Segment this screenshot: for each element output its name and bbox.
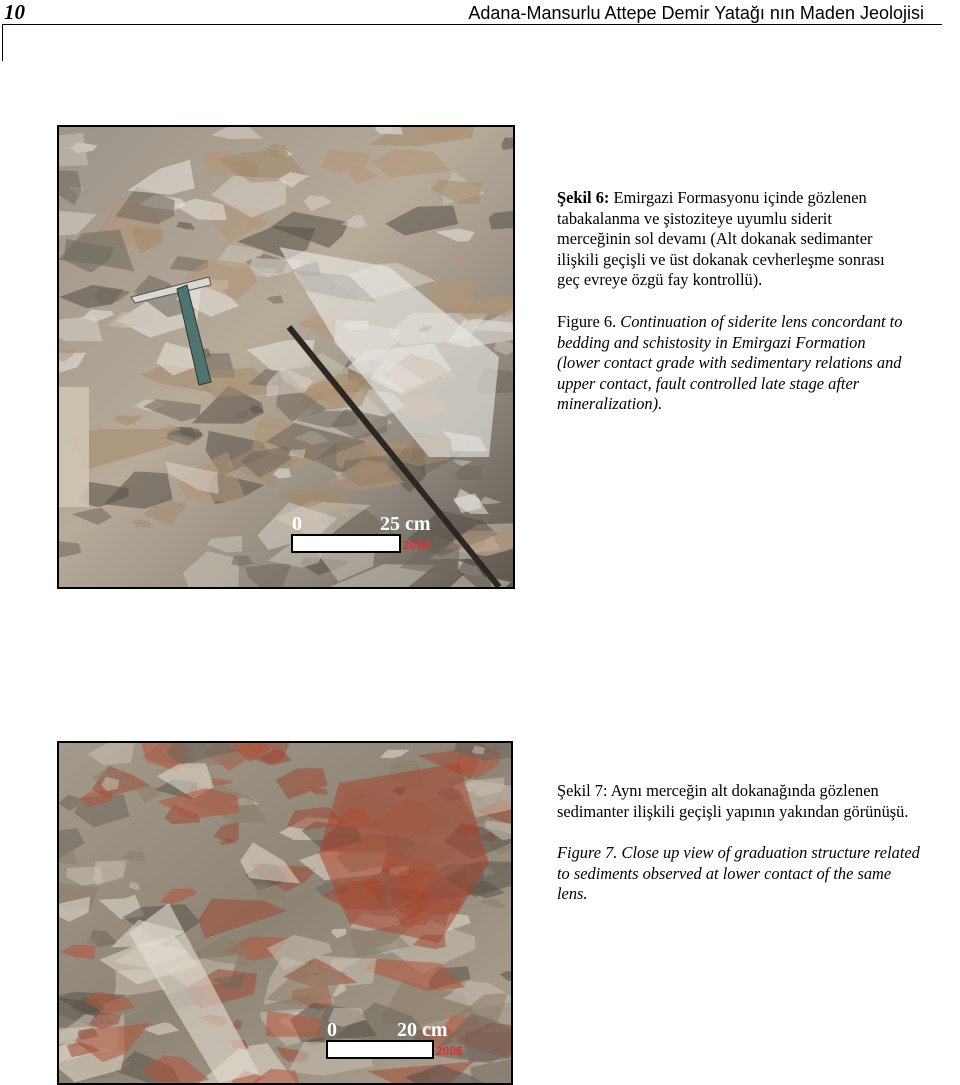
caption-line: geç evreye özgü fay kontrollü). xyxy=(557,270,960,291)
caption-text: merceğinin sol devamı (Alt dokanak sedim… xyxy=(557,229,872,248)
scale-end: 25 cm xyxy=(380,513,431,535)
scale-start: 0 xyxy=(327,1019,337,1041)
caption-english: Figure 6. Continuation of siderite lens … xyxy=(557,312,960,415)
caption: Şekil 7: Aynı merceğin alt dokanağında g… xyxy=(557,781,960,905)
caption-line: Şekil 6: Emirgazi Formasyonu içinde gözl… xyxy=(557,188,960,209)
caption-text: sedimanter ilişkili geçişli yapının yakı… xyxy=(557,802,908,821)
photo: 0 20 cm 2006 xyxy=(57,741,513,1085)
caption-line: Şekil 7: Aynı merceğin alt dokanağında g… xyxy=(557,781,960,802)
caption-line: bedding and schistosity in Emirgazi Form… xyxy=(557,333,960,354)
photo: 0 25 cm 2006 xyxy=(57,125,515,589)
caption-label: Şekil 6: xyxy=(557,188,609,207)
caption-line: Figure 7. Close up view of graduation st… xyxy=(557,843,960,864)
caption-text: (lower contact grade with sedimentary re… xyxy=(557,353,901,372)
caption-line: tabakalanma ve şistoziteye uyumlu sideri… xyxy=(557,209,960,230)
caption-turkish: Şekil 6: Emirgazi Formasyonu içinde gözl… xyxy=(557,188,960,291)
caption-line: lens. xyxy=(557,884,960,905)
header-corner xyxy=(2,24,3,61)
rock-texture xyxy=(57,315,103,341)
caption-text: upper contact, fault controlled late sta… xyxy=(557,374,859,393)
caption-text: geç evreye özgü fay kontrollü). xyxy=(557,270,762,289)
caption-label: Şekil 7: xyxy=(557,781,608,800)
scale-start: 0 xyxy=(292,513,302,535)
caption-label: Figure 7. xyxy=(557,843,617,862)
caption-line: to sediments observed at lower contact o… xyxy=(557,864,960,885)
caption-line: sedimanter ilişkili geçişli yapının yakı… xyxy=(557,802,960,823)
caption-turkish: Şekil 7: Aynı merceğin alt dokanağında g… xyxy=(557,781,960,822)
caption-english: Figure 7. Close up view of graduation st… xyxy=(557,843,960,905)
caption-line: (lower contact grade with sedimentary re… xyxy=(557,353,960,374)
caption-line: merceğinin sol devamı (Alt dokanak sedim… xyxy=(557,229,960,250)
page-number: 10 xyxy=(4,0,25,25)
rock-texture xyxy=(57,133,88,168)
caption-line: ilişkili geçişli ve üst dokanak cevherle… xyxy=(557,250,960,271)
caption-text: Aynı merceğin alt dokanağında gözlenen xyxy=(611,781,879,800)
caption-text: bedding and schistosity in Emirgazi Form… xyxy=(557,333,866,352)
date-stamp: 2006 xyxy=(403,538,430,552)
caption-text: tabakalanma ve şistoziteye uyumlu sideri… xyxy=(557,209,832,228)
caption-text: Continuation of siderite lens concordant… xyxy=(620,312,902,331)
caption-line: upper contact, fault controlled late sta… xyxy=(557,374,960,395)
header-rule xyxy=(2,24,942,25)
date-stamp: 2006 xyxy=(436,1044,463,1058)
scale-bar xyxy=(292,535,400,552)
scale-bar xyxy=(327,1041,433,1058)
caption: Şekil 6: Emirgazi Formasyonu içinde gözl… xyxy=(557,188,960,415)
caption-text: Emirgazi Formasyonu içinde gözlenen xyxy=(613,188,866,207)
running-title: Adana-Mansurlu Attepe Demir Yatağı nın M… xyxy=(468,3,924,24)
caption-text: ilişkili geçişli ve üst dokanak cevherle… xyxy=(557,250,885,269)
caption-text: Close up view of graduation structure re… xyxy=(622,843,920,862)
caption-text: mineralization). xyxy=(557,394,662,413)
caption-label: Figure 6. xyxy=(557,312,616,331)
caption-text: to sediments observed at lower contact o… xyxy=(557,864,891,883)
caption-text: lens. xyxy=(557,884,588,903)
caption-line: Figure 6. Continuation of siderite lens … xyxy=(557,312,960,333)
boot xyxy=(59,387,89,507)
scale-end: 20 cm xyxy=(397,1019,448,1041)
caption-line: mineralization). xyxy=(557,394,960,415)
